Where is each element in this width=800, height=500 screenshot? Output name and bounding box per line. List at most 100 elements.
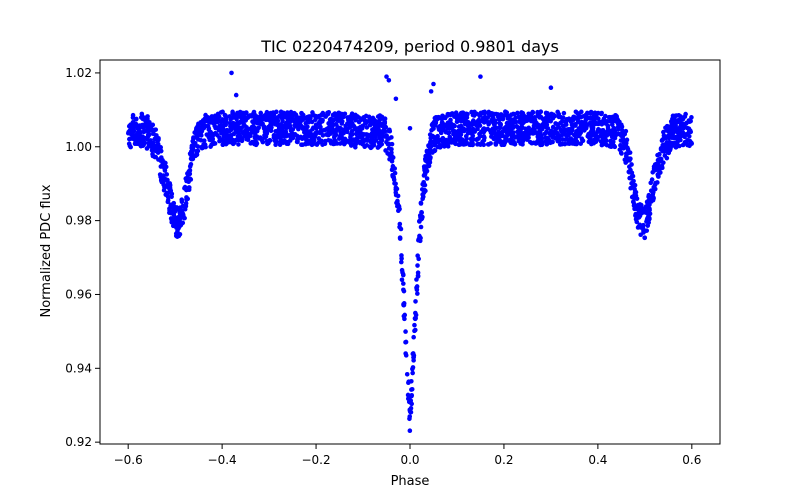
data-point bbox=[440, 113, 445, 119]
data-point bbox=[409, 401, 414, 407]
data-point bbox=[199, 145, 205, 151]
data-point bbox=[150, 151, 155, 157]
data-point bbox=[139, 111, 145, 117]
data-point bbox=[669, 124, 674, 130]
data-point bbox=[381, 128, 387, 133]
data-point bbox=[142, 128, 147, 133]
data-point bbox=[610, 142, 616, 148]
data-point bbox=[414, 277, 419, 282]
data-point bbox=[424, 176, 430, 181]
data-point bbox=[660, 165, 665, 171]
data-point bbox=[494, 133, 499, 138]
data-point bbox=[457, 135, 463, 141]
data-point bbox=[291, 117, 296, 122]
data-point bbox=[632, 190, 638, 195]
data-point bbox=[561, 123, 566, 129]
data-point bbox=[285, 139, 290, 145]
data-point bbox=[646, 214, 651, 220]
data-point bbox=[675, 139, 681, 144]
data-point bbox=[529, 129, 534, 135]
data-point bbox=[410, 351, 416, 356]
data-point bbox=[266, 127, 271, 132]
data-point bbox=[145, 124, 150, 129]
data-point bbox=[555, 109, 560, 115]
data-point bbox=[270, 120, 275, 125]
data-point bbox=[411, 355, 416, 360]
data-point bbox=[401, 313, 407, 319]
data-point bbox=[577, 120, 583, 125]
data-point bbox=[182, 215, 187, 221]
data-point bbox=[597, 121, 603, 126]
data-point bbox=[441, 142, 446, 148]
data-point bbox=[499, 142, 505, 148]
data-point bbox=[311, 113, 317, 118]
data-point bbox=[522, 136, 527, 142]
data-point bbox=[415, 253, 420, 258]
data-point bbox=[393, 181, 398, 187]
data-point bbox=[633, 216, 639, 222]
data-point bbox=[389, 153, 394, 158]
data-point bbox=[418, 224, 424, 230]
data-point bbox=[194, 152, 200, 157]
data-point bbox=[233, 129, 238, 135]
y-tick-label: 0.94 bbox=[65, 361, 92, 375]
outlier-point bbox=[428, 89, 434, 94]
data-point bbox=[281, 129, 286, 135]
outlier-point bbox=[548, 85, 554, 90]
data-point bbox=[376, 127, 381, 132]
data-point bbox=[583, 118, 588, 124]
data-point bbox=[243, 118, 249, 123]
outlier-point bbox=[229, 70, 234, 76]
data-point bbox=[612, 129, 617, 135]
data-point bbox=[464, 119, 469, 124]
data-point bbox=[561, 110, 567, 116]
data-point bbox=[619, 144, 625, 150]
data-point bbox=[502, 112, 508, 118]
data-point bbox=[413, 299, 418, 304]
data-point bbox=[638, 232, 643, 238]
data-point bbox=[584, 124, 589, 129]
data-point bbox=[466, 125, 472, 131]
data-point bbox=[248, 141, 253, 146]
data-point bbox=[622, 142, 628, 147]
data-point bbox=[208, 129, 213, 135]
y-tick-label: 0.92 bbox=[65, 435, 92, 449]
data-point bbox=[359, 126, 365, 131]
data-point bbox=[305, 124, 310, 130]
data-point bbox=[531, 140, 537, 146]
data-point bbox=[344, 127, 350, 132]
data-point bbox=[460, 140, 465, 145]
data-point bbox=[673, 134, 679, 140]
data-point bbox=[520, 116, 526, 122]
data-point bbox=[300, 117, 306, 123]
outlier-point bbox=[384, 74, 389, 79]
data-point bbox=[236, 142, 241, 147]
data-point bbox=[520, 125, 525, 130]
data-point bbox=[275, 115, 281, 120]
data-point bbox=[684, 125, 690, 131]
data-point bbox=[492, 122, 497, 127]
data-point bbox=[228, 117, 233, 122]
data-point bbox=[630, 194, 635, 200]
data-point bbox=[666, 148, 672, 154]
data-point bbox=[372, 128, 378, 133]
y-tick-label: 1.00 bbox=[65, 140, 92, 154]
data-point bbox=[386, 128, 391, 134]
data-point bbox=[576, 126, 582, 131]
data-point bbox=[430, 121, 436, 126]
data-point bbox=[239, 136, 245, 142]
data-point bbox=[549, 111, 554, 117]
data-point bbox=[301, 125, 307, 130]
data-point bbox=[148, 126, 154, 131]
data-point bbox=[550, 131, 556, 137]
data-point bbox=[415, 273, 421, 278]
data-point bbox=[568, 136, 574, 141]
data-point bbox=[631, 199, 636, 205]
data-point bbox=[273, 128, 278, 134]
data-point bbox=[589, 141, 594, 147]
data-point bbox=[205, 123, 211, 129]
data-point bbox=[306, 129, 312, 135]
data-point bbox=[572, 132, 577, 138]
data-point bbox=[349, 111, 355, 117]
data-point bbox=[419, 210, 424, 215]
